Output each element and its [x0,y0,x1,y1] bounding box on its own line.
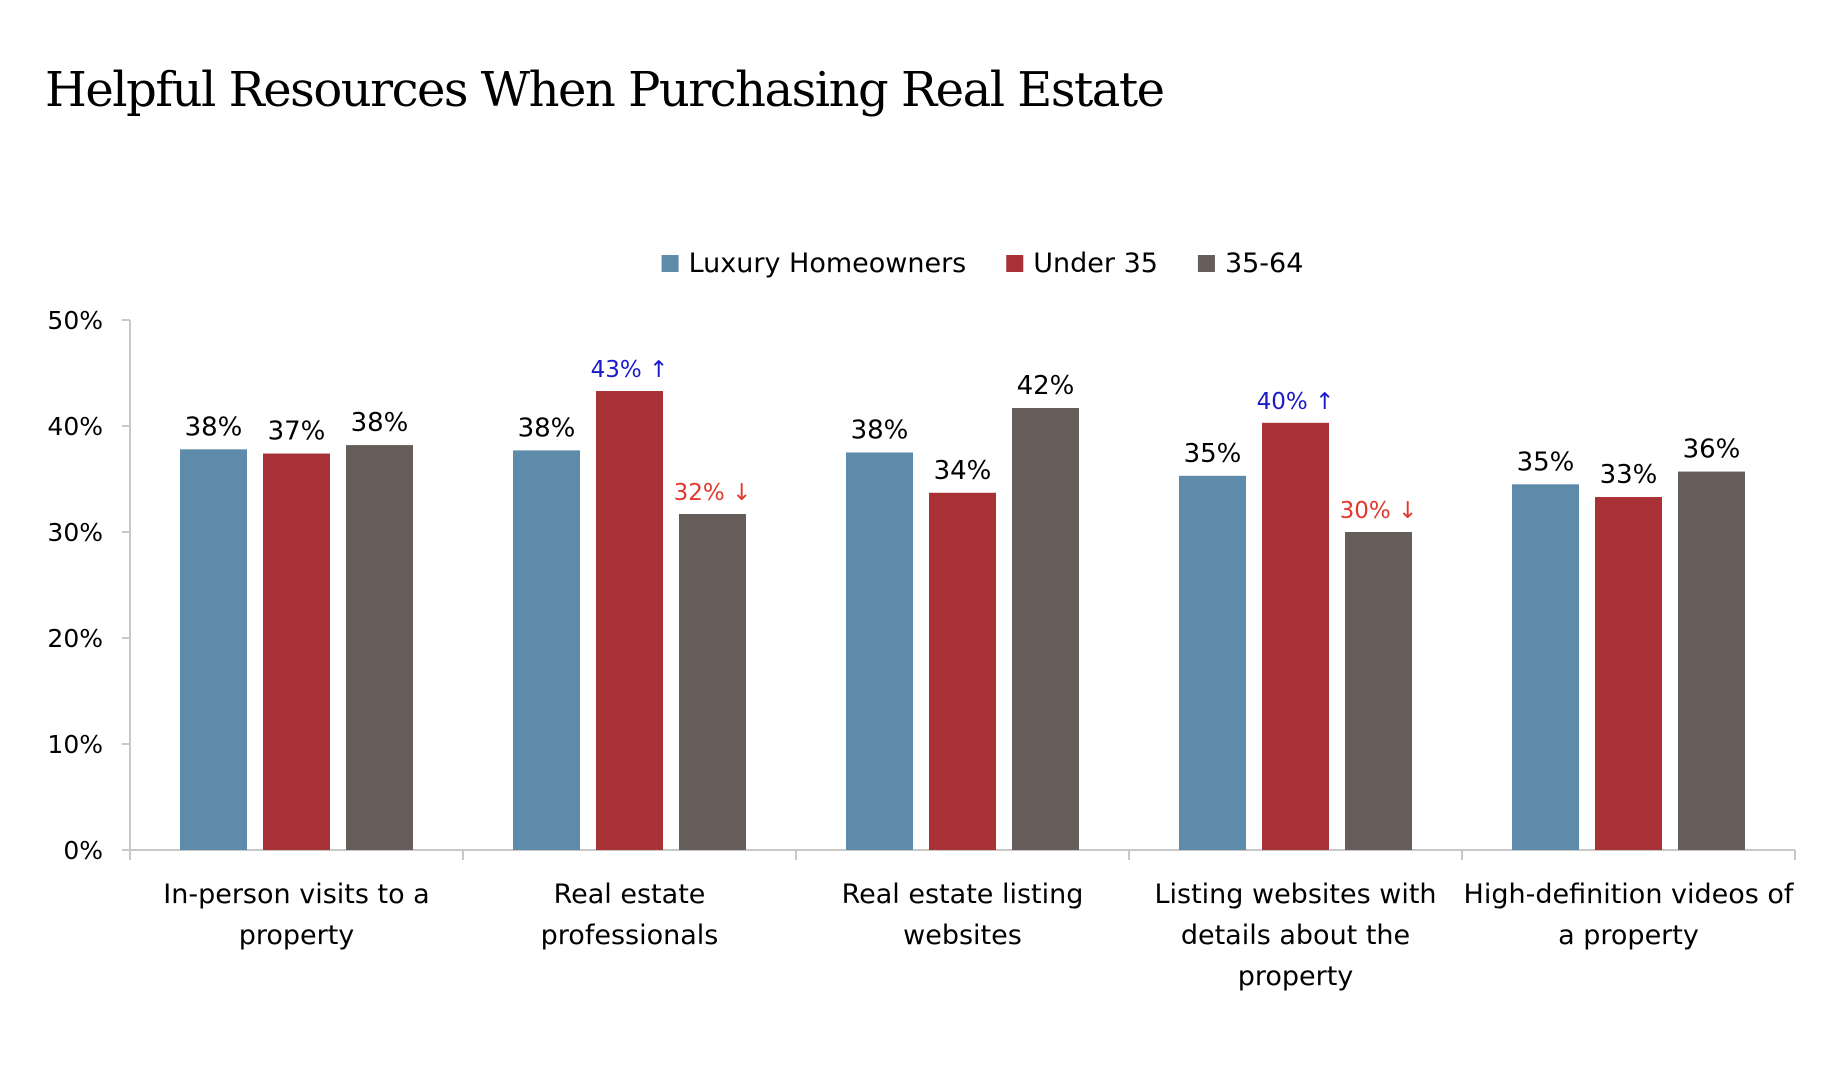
bars [180,391,1745,850]
category-labels: In-person visits to a property Real estate… [163,879,1795,992]
chart-legend: Luxury Homeowners Under 35 35-64 [661,248,1303,279]
x-category-label: Listing websites with [1154,879,1436,910]
bar [1512,484,1579,850]
y-tick-label: 30% [47,518,103,547]
y-tick-label: 40% [47,412,103,441]
data-label: 43% ↑ [591,357,669,383]
x-category-label: High-definition videos of [1464,879,1795,910]
data-label: 30% ↓ [1340,498,1418,524]
bar [596,391,663,850]
data-label: 32% ↓ [674,480,752,506]
data-label: 38% [518,413,576,443]
legend-item: 35-64 [1197,248,1303,279]
bar [1345,532,1412,850]
data-label: 35% [1184,439,1242,469]
data-label: 38% [351,408,409,438]
bar [679,513,746,850]
bar [1262,422,1329,850]
x-category-label: websites [903,920,1022,951]
value-labels: 38% 38% 38% 35% 35% 37% 43% ↑ 34% 40% ↑ 33% 38% 32%… [185,357,1741,524]
bar [263,453,330,850]
data-label: 42% [1017,371,1075,401]
legend-label: Under 35 [1033,248,1158,279]
bar [1678,471,1745,850]
y-tick-label: 0% [63,836,103,865]
bar [1179,475,1246,850]
page-title: Helpful Resources When Purchasing Real E… [45,62,1165,118]
data-label: 34% [934,456,992,486]
bar [1012,407,1079,850]
bar [346,445,413,850]
legend-swatch [1006,255,1024,272]
bar [1595,497,1662,850]
legend-label: 35-64 [1225,248,1303,279]
data-label: 40% ↑ [1257,389,1335,415]
bar [180,449,247,850]
legend-swatch [661,255,679,272]
data-label: 35% [1517,447,1575,477]
bar [513,450,580,850]
y-tick-label: 10% [47,730,103,759]
data-label: 37% [268,417,326,447]
legend-label: Luxury Homeowners [689,248,967,279]
bar [929,492,996,850]
x-category-label: property [239,920,355,951]
data-label: 38% [185,412,243,442]
x-category-label: In-person visits to a [163,879,429,910]
x-axis [129,849,1796,860]
legend-item: Under 35 [1006,248,1158,279]
x-category-label: professionals [541,920,719,951]
y-axis: 0% 10% 20% 30% 40% 50% [47,306,131,865]
legend-item: Luxury Homeowners [661,248,967,279]
data-label: 36% [1683,435,1741,465]
data-label: 38% [851,416,909,446]
x-category-label: Real estate listing [842,879,1084,910]
x-category-label: details about the [1181,920,1410,951]
x-category-label: Real estate [554,879,706,910]
bar [846,452,913,850]
legend-swatch [1197,255,1215,272]
data-label: 33% [1600,460,1658,490]
x-category-label: a property [1558,920,1699,951]
y-tick-label: 50% [47,306,103,335]
x-category-label: property [1238,961,1354,992]
y-tick-label: 20% [47,624,103,653]
